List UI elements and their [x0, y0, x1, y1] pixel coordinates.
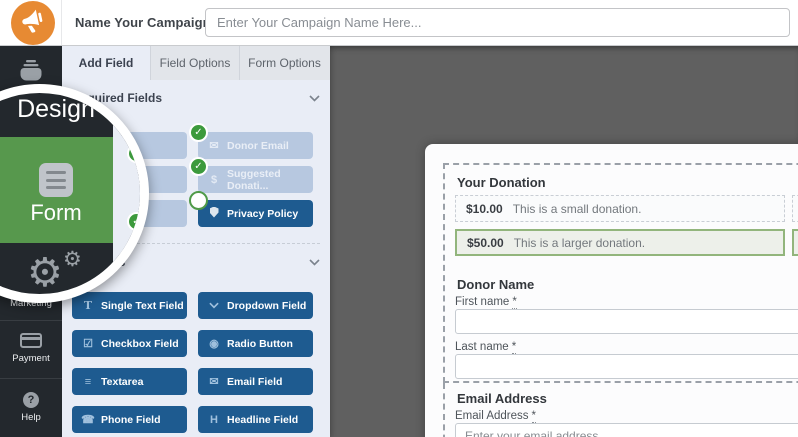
sidebar-item-payment-label: Payment: [12, 353, 50, 364]
email-heading: Email Address: [457, 391, 547, 406]
field-button-checkbox[interactable]: ☑ Checkbox Field: [72, 330, 187, 357]
shield-icon: [207, 206, 221, 221]
chevron-down-icon: [207, 300, 221, 312]
required-asterisk: *: [511, 341, 517, 354]
tab-add-field[interactable]: Add Field: [62, 46, 151, 80]
field-button-donor-email[interactable]: ✉ Donor Email: [198, 132, 313, 159]
megaphone-icon: [20, 7, 47, 39]
check-badge-icon: ✓: [189, 123, 208, 142]
charitable-logo[interactable]: [11, 1, 55, 45]
logo-container: [0, 0, 62, 45]
donor-name-heading: Donor Name: [457, 277, 535, 292]
field-button-single-text[interactable]: T Single Text Field: [72, 292, 187, 319]
field-button-privacy-policy[interactable]: Privacy Policy: [198, 200, 313, 227]
first-name-label: First name *: [455, 296, 517, 309]
headline-icon: H: [210, 413, 218, 426]
panel-edge-magnified: [113, 93, 140, 294]
donation-field-group[interactable]: Your Donation $10.00 This is a small don…: [443, 163, 798, 383]
sidebar-item-help[interactable]: ? Help: [0, 378, 62, 437]
question-icon: ?: [23, 392, 39, 408]
checkbox-icon: ☑: [83, 338, 93, 350]
field-button-suggested-donations[interactable]: $ Suggested Donati...: [198, 166, 313, 193]
envelope-icon: ✉: [209, 376, 219, 388]
magnifier-overlay: Design Form ⚙ ⚙ ✓ ✓: [0, 84, 149, 303]
design-icon[interactable]: [16, 56, 46, 91]
gears-icon: ⚙: [27, 251, 63, 295]
panel-tabs: Add Field Field Options Form Options: [62, 46, 330, 80]
tab-form-options[interactable]: Form Options: [248, 56, 321, 70]
chevron-down-icon: [309, 94, 320, 102]
email-label: Email Address *: [455, 410, 536, 423]
empty-badge-icon: [189, 191, 208, 210]
field-button-headline[interactable]: H Headline Field: [198, 406, 313, 433]
form-preview-card: Your Donation $10.00 This is a small don…: [425, 144, 798, 437]
field-button-phone[interactable]: ☎ Phone Field: [72, 406, 187, 433]
tab-field-options[interactable]: Field Options: [151, 46, 240, 80]
phone-icon: ☎: [81, 414, 95, 426]
donation-option-partial[interactable]: [792, 195, 798, 222]
sidebar-item-marketing[interactable]: Marketing: [10, 298, 52, 309]
required-asterisk: *: [531, 410, 536, 423]
donation-heading: Your Donation: [457, 175, 546, 190]
dollar-icon: $: [210, 173, 218, 186]
field-panel: Add Field Field Options Form Options Req…: [62, 46, 330, 437]
gear-small-icon: ⚙: [63, 248, 82, 271]
email-field-group[interactable]: Email Address Email Address *: [443, 383, 798, 437]
section-divider: [72, 243, 320, 244]
check-badge-icon: ✓: [127, 144, 140, 163]
last-name-label: Last name *: [455, 341, 517, 354]
text-icon: T: [83, 299, 93, 312]
campaign-name-input[interactable]: [205, 8, 790, 37]
field-button-email[interactable]: ✉ Email Field: [198, 368, 313, 395]
check-badge-icon: ✓: [189, 157, 208, 176]
donation-option-50-selected[interactable]: $50.00 This is a larger donation.: [455, 229, 785, 256]
sidebar-item-form-label: Form: [30, 200, 82, 225]
first-name-input[interactable]: [455, 309, 798, 334]
top-bar: Name Your Campaign:: [0, 0, 798, 46]
radio-icon: ◉: [209, 338, 219, 350]
lines-icon: ≡: [84, 375, 92, 388]
sidebar-item-payment[interactable]: Payment: [0, 320, 62, 378]
donation-option-10[interactable]: $10.00 This is a small donation.: [455, 195, 785, 222]
check-badge-icon: ✓: [127, 212, 140, 231]
chevron-down-icon: [309, 258, 320, 266]
required-asterisk: *: [512, 296, 517, 309]
campaign-name-label: Name Your Campaign:: [75, 15, 216, 30]
sidebar-item-help-label: Help: [21, 412, 41, 423]
credit-card-icon: [20, 333, 42, 348]
preview-canvas: Your Donation $10.00 This is a small don…: [330, 46, 798, 437]
email-input[interactable]: [455, 423, 798, 437]
field-button-dropdown[interactable]: Dropdown Field: [198, 292, 313, 319]
envelope-icon: ✉: [209, 140, 219, 152]
field-button-radio[interactable]: ◉ Radio Button: [198, 330, 313, 357]
donation-option-partial[interactable]: [792, 229, 798, 256]
last-name-input[interactable]: [455, 354, 798, 379]
field-button-textarea[interactable]: ≡ Textarea: [72, 368, 187, 395]
form-icon: [39, 163, 73, 197]
sidebar-item-design[interactable]: Design: [17, 95, 95, 123]
